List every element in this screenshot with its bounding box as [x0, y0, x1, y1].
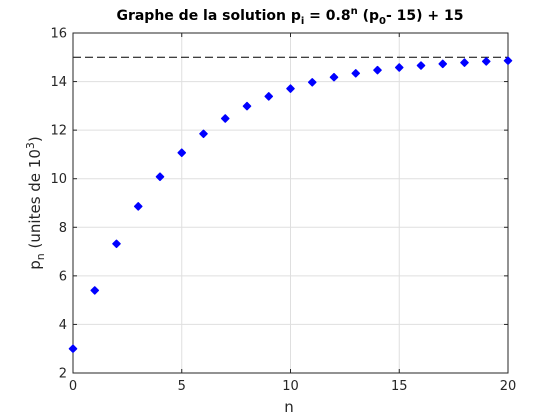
x-tick-labels: 0 5 10 15 20 — [69, 379, 516, 394]
data-point — [351, 69, 361, 78]
axis-ticks — [72, 32, 509, 374]
chart-title: Graphe de la solution pi = 0.8n (p0- 15)… — [116, 6, 463, 27]
data-point — [264, 92, 274, 101]
y-tick-label: 2 — [59, 367, 67, 382]
x-tick-label: 10 — [282, 379, 299, 394]
data-point — [307, 77, 317, 87]
data-point — [133, 202, 143, 211]
data-point — [199, 129, 208, 139]
x-tick-label: 0 — [69, 379, 77, 394]
data-point — [68, 344, 78, 354]
y-tick-label: 12 — [50, 124, 67, 139]
x-tick-label: 20 — [500, 379, 517, 394]
data-point — [438, 59, 448, 69]
x-axis-label: n — [284, 398, 294, 416]
x-tick-label: 15 — [391, 379, 408, 394]
x-tick-label: 5 — [178, 379, 186, 394]
data-point — [286, 84, 295, 93]
data-point — [481, 57, 491, 66]
data-point — [220, 114, 230, 123]
data-point — [177, 148, 187, 158]
data-point — [416, 61, 426, 70]
y-tick-label: 8 — [59, 221, 67, 236]
data-point — [112, 239, 121, 249]
y-tick-label: 16 — [50, 27, 67, 42]
data-point — [242, 101, 252, 111]
data-point — [394, 63, 404, 72]
data-markers — [68, 56, 513, 354]
data-point — [460, 58, 469, 67]
y-tick-labels: 2 4 6 8 10 12 14 16 — [50, 27, 67, 382]
y-tick-label: 14 — [50, 75, 67, 90]
data-point — [373, 65, 382, 75]
data-point — [90, 286, 100, 295]
y-tick-label: 6 — [59, 269, 67, 284]
y-tick-label: 4 — [59, 318, 67, 333]
data-point — [503, 56, 513, 65]
y-axis-label: pn (unites de 103) — [24, 136, 47, 269]
y-tick-label: 10 — [50, 172, 67, 187]
data-point — [155, 172, 165, 182]
data-point — [329, 72, 339, 82]
